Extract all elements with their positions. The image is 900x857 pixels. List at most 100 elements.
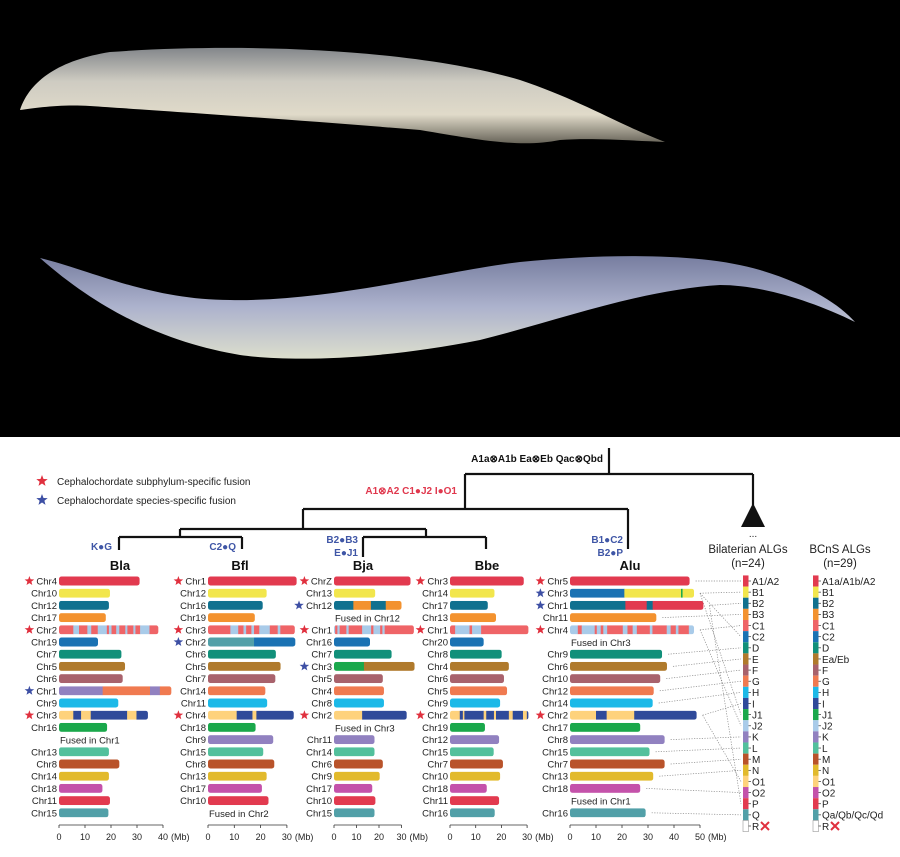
axis-tick-label: 30 [643, 832, 653, 842]
alg-color-box [743, 586, 749, 598]
alg-segment-b2 [208, 600, 263, 610]
alg-segment-k [150, 686, 161, 696]
chromosome-row: Chr11 [307, 735, 375, 746]
alg-segment-j2 [649, 625, 653, 635]
alg-segment-o1 [81, 710, 92, 720]
chromosome-bar [59, 613, 106, 623]
alg-segment-n [59, 771, 109, 781]
chromosome-bar [334, 710, 407, 720]
alg-segment-b2 [59, 600, 109, 610]
alg-segment-b2 [370, 600, 387, 610]
chromosome-bar [570, 747, 650, 757]
alg-segment-g [159, 686, 172, 696]
chromosome-row: Chr14 [180, 686, 266, 697]
amphioxus-specimen-bottom [40, 256, 855, 359]
chromosome-row: Chr14 [422, 588, 495, 600]
chromosome-label: Chr5 [311, 674, 332, 685]
alg-item: M [743, 753, 760, 766]
alg-segment-j2 [346, 625, 349, 635]
alg-segment-c1 [607, 625, 624, 635]
alg-segment-b1 [450, 588, 495, 598]
mb-axis: 0 10 20 30 (Mb) [447, 824, 554, 842]
alg-column-count: (n=24) [731, 558, 765, 570]
chromosome-bar [450, 735, 500, 745]
red-star-icon [24, 576, 35, 585]
blue-star-icon [299, 661, 310, 671]
chromosome-bar [59, 747, 109, 757]
chromosome-bar [450, 698, 501, 708]
alg-segment-i [634, 710, 697, 720]
axis-tick-label: 20 [496, 832, 506, 842]
alg-segment-o1 [483, 710, 487, 720]
chromosome-bar [59, 722, 108, 732]
chromosome-bar [208, 588, 267, 598]
chromosome-bar [208, 613, 255, 623]
alg-segment-j2 [334, 625, 336, 635]
chromosome-bar [570, 576, 690, 586]
alg-segment-c1 [594, 625, 598, 635]
species-label: Bbe [475, 558, 500, 573]
alg-segment-n [570, 771, 654, 781]
alg-segment-j2 [259, 625, 271, 635]
alg-link-line [699, 593, 742, 715]
chromosome-row: Chr18 [180, 722, 256, 734]
fused-note: Fused in Chr3 [335, 723, 395, 734]
alg-color-box [743, 764, 749, 776]
alg-label: A1a/A1b/A2 [822, 577, 876, 588]
alg-item: E [743, 653, 759, 666]
chromosome-bar [208, 637, 296, 647]
chromosome-label: Chr13 [422, 613, 448, 624]
chromosome-bar [334, 576, 411, 586]
blue-star-icon [535, 588, 546, 598]
chromosome-row: Chr5 [36, 661, 126, 673]
alg-color-box [813, 664, 819, 676]
alg-item: B1 [743, 586, 765, 599]
alg-color-box [813, 764, 819, 776]
alg-label: C1 [822, 621, 835, 632]
chromosome-row: Chr6 [427, 674, 504, 685]
chromosome-row: Chr15 [542, 747, 650, 758]
cephalochordate-fusion-label: A1⊗A2 C1●J2 I●O1 [365, 486, 457, 497]
chromosome-bar [450, 661, 509, 671]
lost-cross-icon [760, 821, 770, 831]
axis-tick-label: 30 [522, 832, 532, 842]
alg-segment-c1 [135, 625, 141, 635]
chromosome-bar [570, 771, 654, 781]
alg-link-line [672, 658, 742, 667]
alg-color-box [813, 720, 819, 732]
chromosome-label: Chr19 [180, 613, 206, 624]
alg-color-box [813, 697, 819, 710]
alg-color-box [743, 642, 749, 654]
axis-unit-label: (Mb) [171, 832, 190, 842]
red-star-icon [535, 710, 546, 720]
alg-color-box [813, 653, 819, 665]
axis-tick-label: 30 [396, 832, 406, 842]
chromosome-label: Chr2 [311, 711, 332, 722]
alg-item: A1a/A1b/A2 [813, 575, 876, 588]
chromosome-row: Chr1 [535, 600, 704, 612]
chromosome-label: Chr17 [306, 784, 332, 795]
chromosome-row: Chr10 [306, 796, 376, 807]
axis-tick-label: 10 [351, 832, 361, 842]
chromosome-label: Chr15 [422, 747, 448, 758]
alg-label: K [752, 733, 759, 744]
chromosome-label: Chr10 [180, 796, 206, 807]
alg-label: O1 [822, 777, 836, 788]
chromosome-label: Chr12 [422, 735, 448, 746]
blue-star-icon [24, 685, 35, 695]
chromosome-row: Chr13 [542, 771, 654, 783]
alg-segment-k [570, 735, 665, 745]
blue-star-icon [173, 637, 184, 646]
chromosome-bar [59, 783, 103, 793]
alg-segment-c1 [246, 625, 252, 635]
chromosome-label: Chr18 [180, 723, 206, 734]
chromosome-label: Chr9 [311, 772, 332, 783]
alg-segment-c1 [577, 625, 582, 635]
alg-color-box [743, 742, 749, 754]
chromosome-row: Chr17 [306, 783, 373, 795]
alg-link-line [709, 605, 742, 804]
alg-color-box [813, 631, 819, 643]
chromosome-label: Chr2 [427, 711, 448, 722]
chromosome-bar [334, 771, 380, 781]
alg-segment-m [208, 759, 275, 769]
